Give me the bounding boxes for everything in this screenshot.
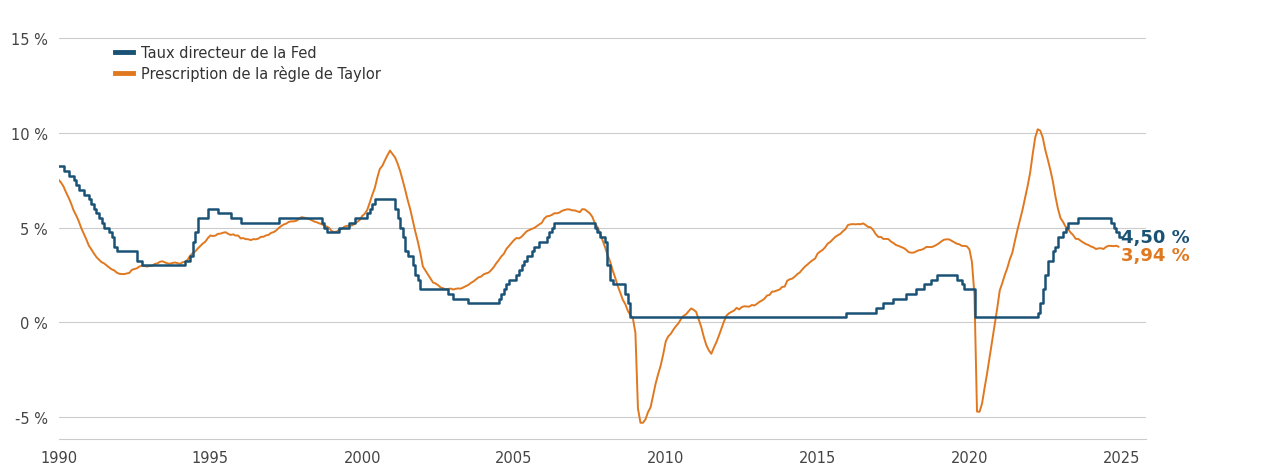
Legend: Taux directeur de la Fed, Prescription de la règle de Taylor: Taux directeur de la Fed, Prescription d… xyxy=(109,40,387,88)
Text: 3,94 %: 3,94 % xyxy=(1121,247,1190,265)
Text: 4,50 %: 4,50 % xyxy=(1121,228,1190,247)
